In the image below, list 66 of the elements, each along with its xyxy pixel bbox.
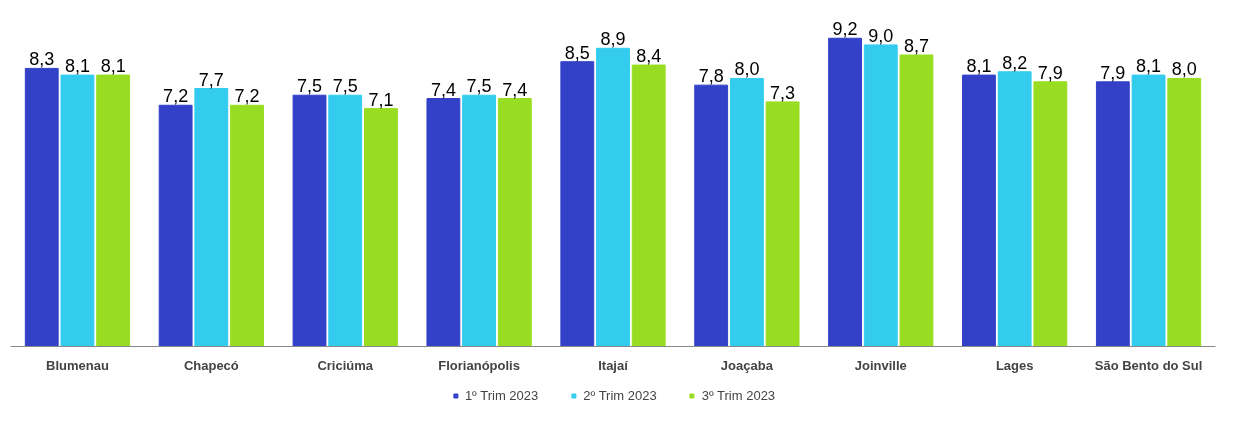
bar: [60, 74, 95, 347]
data-label: 8,1: [966, 56, 992, 77]
bar: [230, 104, 264, 347]
data-label: 8,9: [600, 29, 626, 50]
legend-label: 3º Trim 2023: [701, 387, 776, 403]
legend-label: 2º Trim 2023: [583, 387, 657, 403]
data-label: 8,1: [1136, 56, 1162, 77]
data-label: 7,5: [466, 76, 492, 97]
data-label: 8,7: [903, 36, 929, 56]
x-tick-label: Chapecó: [183, 357, 239, 373]
data-label: 7,5: [297, 76, 323, 97]
bar: [1167, 77, 1202, 347]
data-label: 8,4: [636, 46, 662, 67]
x-tick-label: Criciúma: [317, 357, 374, 373]
data-label: 8,5: [564, 42, 590, 63]
data-label: 8,3: [29, 49, 55, 70]
bar: [1033, 81, 1068, 347]
data-label: 7,9: [1037, 62, 1063, 83]
x-tick-label: Joaçaba: [720, 357, 774, 373]
bar: [962, 74, 996, 347]
bar: [863, 44, 898, 347]
bar: [1095, 81, 1130, 347]
bar: [899, 54, 934, 347]
x-tick-label: Lages: [995, 357, 1034, 373]
data-label: 7,2: [163, 86, 189, 107]
legend-label: 1º Trim 2023: [464, 387, 539, 403]
data-label: 7,8: [698, 66, 724, 87]
data-label: 7,7: [198, 69, 224, 90]
x-tick-label: São Bento do Sul: [1094, 357, 1203, 373]
data-label: 9,0: [868, 25, 894, 46]
data-label: 8,0: [1171, 59, 1197, 80]
bar: [1131, 74, 1166, 347]
bar: [158, 104, 193, 347]
data-label: 8,1: [100, 56, 126, 77]
bar: [328, 94, 363, 347]
data-label: 8,2: [1002, 52, 1028, 73]
x-tick-label: Florianópolis: [438, 357, 520, 373]
data-label: 8,1: [64, 56, 90, 77]
bar: [497, 98, 532, 347]
bar: [694, 84, 729, 347]
bar: [828, 37, 862, 347]
data-label: 7,4: [502, 79, 528, 100]
bar: [765, 101, 800, 347]
data-label: 7,1: [368, 89, 394, 110]
x-tick-label: Itajaí: [598, 357, 629, 373]
bar: [194, 88, 229, 347]
bar: [560, 61, 595, 347]
bar: [426, 98, 461, 347]
data-label: 7,9: [1100, 62, 1126, 83]
bar: [292, 94, 327, 347]
data-label: 8,0: [734, 59, 760, 80]
data-label: 7,3: [770, 82, 796, 103]
bar: [997, 71, 1032, 347]
bar: [596, 47, 630, 347]
data-label: 9,2: [832, 19, 858, 40]
bar: [631, 64, 666, 347]
data-label: 7,5: [332, 76, 358, 97]
bar: [364, 108, 398, 347]
bar: [462, 94, 497, 347]
x-tick-label: Blumenau: [46, 357, 109, 373]
data-label: 7,4: [430, 79, 456, 100]
bar: [24, 67, 59, 347]
x-tick-label: Joinville: [854, 357, 907, 373]
bar: [729, 77, 764, 347]
data-label: 7,2: [234, 86, 260, 107]
bar: [96, 74, 131, 347]
